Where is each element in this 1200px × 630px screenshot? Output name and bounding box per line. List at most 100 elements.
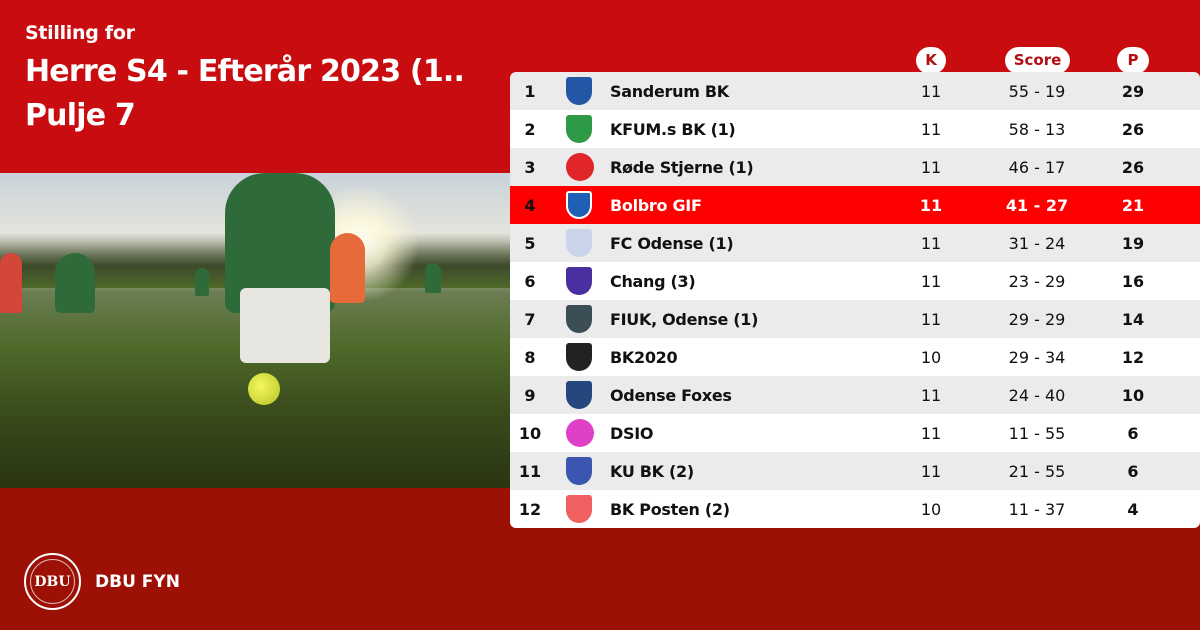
team-name: KU BK (2)	[610, 461, 694, 481]
table-row[interactable]: 8 BK2020 10 29 - 34 12	[510, 338, 1200, 376]
goal-score: 46 - 17	[1008, 157, 1066, 177]
team-name: FIUK, Odense (1)	[610, 309, 759, 329]
points: 16	[1121, 271, 1145, 291]
table-row[interactable]: 11 KU BK (2) 11 21 - 55 6	[510, 452, 1200, 490]
player-shorts	[240, 288, 330, 363]
dbu-seal-logo: DBU	[24, 553, 81, 610]
goal-score: 11 - 37	[1008, 499, 1066, 519]
table-row[interactable]: 2 KFUM.s BK (1) 11 58 - 13 26	[510, 110, 1200, 148]
goal-score: 24 - 40	[1008, 385, 1066, 405]
team-name: Odense Foxes	[610, 385, 732, 405]
title-line-1: Herre S4 - Efterår 2023 (1..	[25, 54, 465, 89]
team-name: Røde Stjerne (1)	[610, 157, 754, 177]
points: 4	[1127, 499, 1139, 519]
matches-played: 11	[920, 119, 942, 139]
goal-score: 31 - 24	[1008, 233, 1066, 253]
matches-played: 10	[920, 347, 942, 367]
goal-score: 55 - 19	[1008, 81, 1066, 101]
rank: 6	[524, 271, 536, 291]
team-name: FC Odense (1)	[610, 233, 734, 253]
matches-played: 11	[920, 423, 942, 443]
goal-score: 23 - 29	[1008, 271, 1066, 291]
ball	[248, 373, 280, 405]
team-logo-icon	[566, 191, 592, 219]
rank: 10	[518, 423, 542, 443]
rank: 5	[524, 233, 536, 253]
team-name: DSIO	[610, 423, 654, 443]
points: 26	[1121, 157, 1145, 177]
points: 6	[1127, 461, 1139, 481]
goal-score: 29 - 34	[1008, 347, 1066, 367]
points: 26	[1121, 119, 1145, 139]
matches-played: 11	[920, 81, 942, 101]
team-name: BK2020	[610, 347, 678, 367]
rank: 4	[524, 195, 536, 215]
rank: 7	[524, 309, 536, 329]
team-logo-icon	[566, 229, 592, 257]
standings-table: 1 Sanderum BK 11 55 - 19 29 2 KFUM.s BK (1) 11 5…	[510, 72, 1200, 528]
matches-played: 11	[920, 233, 942, 253]
points: 10	[1121, 385, 1145, 405]
team-name: KFUM.s BK (1)	[610, 119, 736, 139]
table-row[interactable]: 9 Odense Foxes 11 24 - 40 10	[510, 376, 1200, 414]
table-row[interactable]: 12 BK Posten (2) 10 11 - 37 4	[510, 490, 1200, 528]
points: 29	[1121, 81, 1145, 101]
goal-score: 41 - 27	[1005, 195, 1069, 215]
team-name: Chang (3)	[610, 271, 696, 291]
rank: 1	[524, 81, 536, 101]
title-line-2: Pulje 7	[25, 98, 136, 133]
points: 6	[1127, 423, 1139, 443]
table-row[interactable]: 7 FIUK, Odense (1) 11 29 - 29 14	[510, 300, 1200, 338]
column-header-score[interactable]: Score	[1005, 47, 1070, 74]
points: 14	[1121, 309, 1145, 329]
team-logo-icon	[566, 77, 592, 105]
rank: 11	[518, 461, 542, 481]
player	[425, 263, 441, 293]
team-logo-icon	[566, 419, 594, 447]
team-logo-icon	[566, 495, 592, 523]
table-row[interactable]: 4 Bolbro GIF 11 41 - 27 21	[510, 186, 1200, 224]
points: 19	[1121, 233, 1145, 253]
goal-score: 29 - 29	[1008, 309, 1066, 329]
team-name: Bolbro GIF	[610, 195, 702, 215]
matches-played: 11	[919, 195, 943, 215]
goal-score: 58 - 13	[1008, 119, 1066, 139]
brand-name: DBU FYN	[95, 571, 180, 592]
matches-played: 11	[920, 309, 942, 329]
player	[55, 253, 95, 313]
team-logo-icon	[566, 305, 592, 333]
team-logo-icon	[566, 381, 592, 409]
team-logo-icon	[566, 267, 592, 295]
rank: 12	[518, 499, 542, 519]
matches-played: 10	[920, 499, 942, 519]
table-row[interactable]: 3 Røde Stjerne (1) 11 46 - 17 26	[510, 148, 1200, 186]
matches-played: 11	[920, 157, 942, 177]
player	[330, 233, 365, 303]
subtitle: Stilling for	[25, 22, 135, 44]
team-logo-icon	[566, 115, 592, 143]
table-row[interactable]: 6 Chang (3) 11 23 - 29 16	[510, 262, 1200, 300]
rank: 8	[524, 347, 536, 367]
table-row[interactable]: 10 DSIO 11 11 - 55 6	[510, 414, 1200, 452]
football-photo	[0, 173, 510, 488]
matches-played: 11	[920, 271, 942, 291]
team-name: BK Posten (2)	[610, 499, 730, 519]
header: Stilling for Herre S4 - Efterår 2023 (1.…	[25, 22, 495, 138]
team-logo-icon	[566, 343, 592, 371]
player	[195, 268, 209, 296]
table-row[interactable]: 5 FC Odense (1) 11 31 - 24 19	[510, 224, 1200, 262]
matches-played: 11	[920, 461, 942, 481]
footer: DBU DBU FYN	[24, 553, 180, 610]
rank: 3	[524, 157, 536, 177]
goal-score: 21 - 55	[1008, 461, 1066, 481]
rank: 9	[524, 385, 536, 405]
goal-score: 11 - 55	[1008, 423, 1066, 443]
points: 12	[1121, 347, 1145, 367]
table-row[interactable]: 1 Sanderum BK 11 55 - 19 29	[510, 72, 1200, 110]
column-header-k[interactable]: K	[916, 47, 946, 74]
column-header-p[interactable]: P	[1117, 47, 1149, 74]
team-logo-icon	[566, 457, 592, 485]
team-logo-icon	[566, 153, 594, 181]
team-name: Sanderum BK	[610, 81, 729, 101]
matches-played: 11	[920, 385, 942, 405]
